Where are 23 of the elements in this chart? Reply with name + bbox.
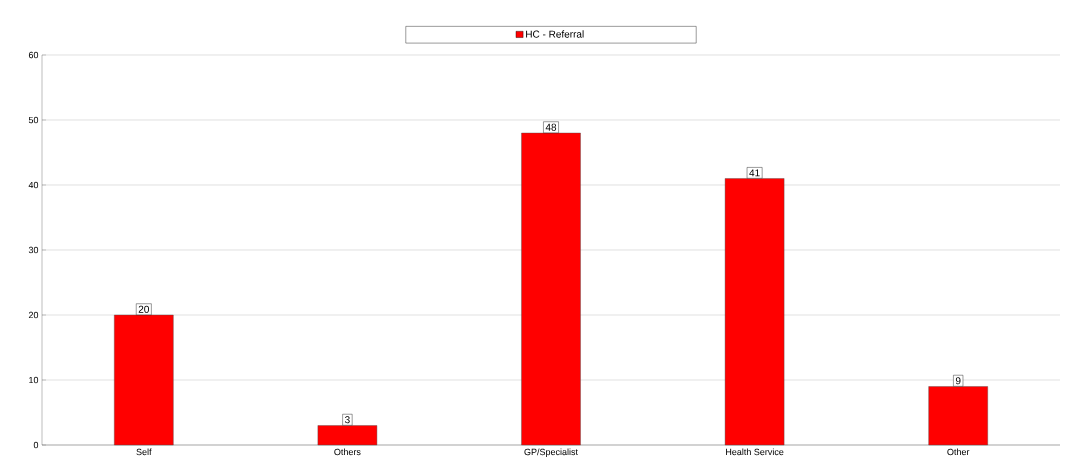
x-tick-label: Other <box>947 448 970 456</box>
y-tick-label: 20 <box>28 311 39 319</box>
x-tick-label: Health Service <box>726 448 784 456</box>
x-tick-label: Self <box>136 448 152 456</box>
bar <box>114 314 174 446</box>
data-label: 20 <box>138 305 149 313</box>
y-tick-label: 30 <box>28 246 39 254</box>
bar <box>724 178 785 446</box>
bar <box>928 386 988 446</box>
x-tick-label: Others <box>334 448 361 456</box>
data-label: 41 <box>749 169 760 177</box>
y-tick-label: 40 <box>28 181 39 189</box>
legend-label: HC - Referral <box>526 30 584 38</box>
data-label: 48 <box>545 123 557 131</box>
bar <box>521 132 581 446</box>
data-label: 3 <box>345 416 350 424</box>
y-tick-label: 10 <box>29 376 39 384</box>
y-tick-label: 50 <box>28 116 39 124</box>
y-tick-label: 0 <box>33 441 39 449</box>
x-tick-label: GP/Specialist <box>524 448 578 457</box>
bar <box>317 425 378 446</box>
data-label: 9 <box>955 377 961 385</box>
y-tick-label: 60 <box>28 51 39 59</box>
